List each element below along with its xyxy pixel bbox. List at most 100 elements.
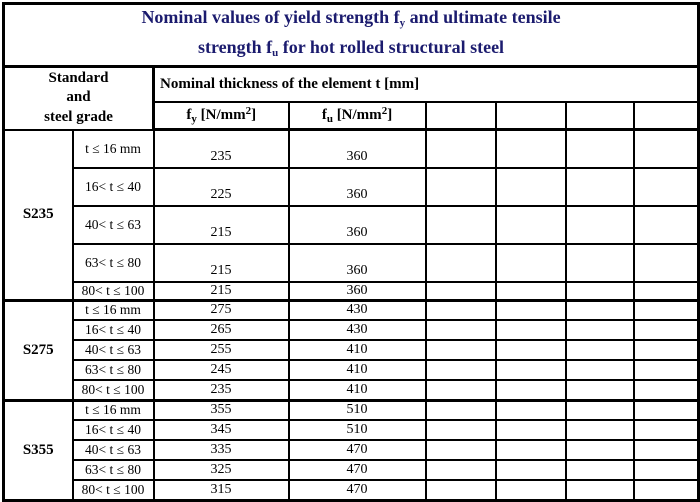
empty-cell	[494, 398, 567, 421]
thickness-cell: 80< t ≤ 100	[71, 280, 155, 301]
thickness-cell: 40< t ≤ 63	[71, 339, 155, 361]
empty-cell	[494, 379, 567, 401]
fy-value-cell: 245	[152, 359, 290, 381]
table-row: Standard and steel grade Nominal thickne…	[2, 65, 700, 131]
empty-cell	[632, 280, 700, 301]
empty-cell	[632, 319, 700, 341]
fy-value-cell: 355	[152, 398, 290, 421]
fy-header-sub: y	[191, 113, 197, 126]
nominal-thickness-header: Nominal thickness of the element t [mm]	[152, 65, 700, 103]
fy-value-cell: 215	[152, 280, 290, 301]
title-line2-subscript: u	[272, 47, 279, 59]
table-row: S275 t ≤ 16 mm 275 430	[2, 298, 700, 401]
empty-cell	[424, 339, 497, 361]
empty-cell	[564, 398, 635, 421]
empty-cell	[564, 242, 635, 283]
fu-value-cell: 430	[287, 319, 427, 341]
empty-cell	[494, 280, 567, 301]
thickness-cell: 80< t ≤ 100	[71, 479, 155, 501]
empty-cell	[424, 298, 497, 321]
fy-value-cell: 335	[152, 439, 290, 461]
fu-column-header: fu [N/mm2]	[287, 100, 427, 131]
thickness-cell: t ≤ 16 mm	[71, 128, 155, 169]
empty-cell	[632, 339, 700, 361]
fu-value-cell: 470	[287, 479, 427, 501]
table-row: Nominal values of yield strength fy and …	[2, 2, 700, 68]
title-line2-text: strength f	[197, 37, 273, 57]
table-row: 80< t ≤ 100 315 470	[4, 479, 700, 501]
fu-value-cell: 410	[287, 339, 427, 361]
empty-cell	[632, 242, 700, 283]
empty-cell	[632, 479, 700, 501]
empty-cell	[564, 419, 635, 441]
empty-cell	[494, 204, 567, 245]
empty-cell	[632, 359, 700, 381]
fy-value-cell: 215	[152, 242, 290, 283]
fy-value-cell: 345	[152, 419, 290, 441]
table-row: 63< t ≤ 80 245 410	[4, 359, 700, 381]
thickness-cell: 63< t ≤ 80	[71, 459, 155, 481]
empty-cell	[564, 166, 635, 207]
empty-cell	[424, 459, 497, 481]
empty-cell	[632, 398, 700, 421]
fu-value-cell: 360	[287, 128, 427, 169]
empty-header-cell	[564, 100, 635, 131]
empty-cell	[564, 339, 635, 361]
fu-value-cell: 360	[287, 242, 427, 283]
empty-cell	[564, 379, 635, 401]
title-line1-subscript: y	[399, 17, 406, 29]
empty-cell	[564, 280, 635, 301]
empty-cell	[494, 166, 567, 207]
fy-value-cell: 265	[152, 319, 290, 341]
fy-value-cell: 325	[152, 459, 290, 481]
empty-cell	[424, 204, 497, 245]
empty-cell	[424, 359, 497, 381]
fu-header-sup: 2	[381, 105, 388, 118]
empty-cell	[424, 379, 497, 401]
empty-cell	[632, 204, 700, 245]
empty-cell	[424, 398, 497, 421]
empty-cell	[424, 242, 497, 283]
table-row: 40< t ≤ 63 335 470	[4, 439, 700, 461]
thickness-cell: 16< t ≤ 40	[71, 419, 155, 441]
empty-cell	[424, 319, 497, 341]
empty-cell	[494, 319, 567, 341]
empty-header-cell	[632, 100, 700, 131]
table-row: 80< t ≤ 100 235 410	[4, 379, 700, 401]
empty-cell	[494, 439, 567, 461]
table-row: 63< t ≤ 80 325 470	[4, 459, 700, 481]
empty-cell	[494, 298, 567, 321]
fu-value-cell: 360	[287, 280, 427, 301]
fy-value-cell: 215	[152, 204, 290, 245]
empty-header-cell	[424, 100, 497, 131]
empty-cell	[564, 204, 635, 245]
empty-cell	[494, 359, 567, 381]
empty-cell	[632, 166, 700, 207]
table-row: 40< t ≤ 63 255 410	[4, 339, 700, 361]
fu-value-cell: 470	[287, 439, 427, 461]
thickness-cell: 40< t ≤ 63	[71, 439, 155, 461]
empty-cell	[564, 319, 635, 341]
table-row: S235 t ≤ 16 mm 235 360	[2, 128, 700, 301]
empty-cell	[424, 439, 497, 461]
table-row: 16< t ≤ 40 345 510	[4, 419, 700, 441]
fu-value-cell: 410	[287, 359, 427, 381]
empty-cell	[494, 339, 567, 361]
fy-value-cell: 235	[152, 128, 290, 169]
fy-value-cell: 225	[152, 166, 290, 207]
title-line-2: strength fu for hot rolled structural st…	[6, 35, 697, 64]
empty-cell	[564, 459, 635, 481]
empty-cell	[494, 242, 567, 283]
thickness-cell: t ≤ 16 mm	[71, 298, 155, 321]
table-title: Nominal values of yield strength fy and …	[2, 2, 700, 68]
thickness-cell: 16< t ≤ 40	[71, 166, 155, 207]
fu-header-pre: f	[321, 107, 327, 124]
thickness-cell: 63< t ≤ 80	[71, 359, 155, 381]
thickness-cell: 16< t ≤ 40	[71, 319, 155, 341]
thickness-cell: t ≤ 16 mm	[71, 398, 155, 421]
empty-cell	[632, 128, 700, 169]
title-line1-text: Nominal values of yield strength f	[141, 7, 400, 27]
fy-value-cell: 315	[152, 479, 290, 501]
fy-header-sup: 2	[245, 105, 252, 118]
